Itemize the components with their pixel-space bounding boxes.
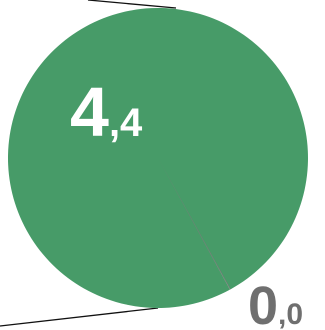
data-label-minor: 0,0 bbox=[248, 276, 303, 330]
pie-slice-0-0 bbox=[157, 157, 232, 290]
data-label-major-integer: 4 bbox=[70, 73, 109, 151]
data-label-major: 4,4 bbox=[70, 73, 143, 151]
leader-line-top bbox=[87, 0, 177, 9]
leader-line-bottom bbox=[0, 307, 159, 327]
data-label-major-decimal: ,4 bbox=[109, 101, 143, 145]
data-label-minor-integer: 0 bbox=[248, 276, 278, 330]
data-label-minor-decimal: ,0 bbox=[278, 298, 303, 330]
pie-slice-4-4 bbox=[7, 8, 308, 309]
pie-slices bbox=[7, 8, 308, 309]
